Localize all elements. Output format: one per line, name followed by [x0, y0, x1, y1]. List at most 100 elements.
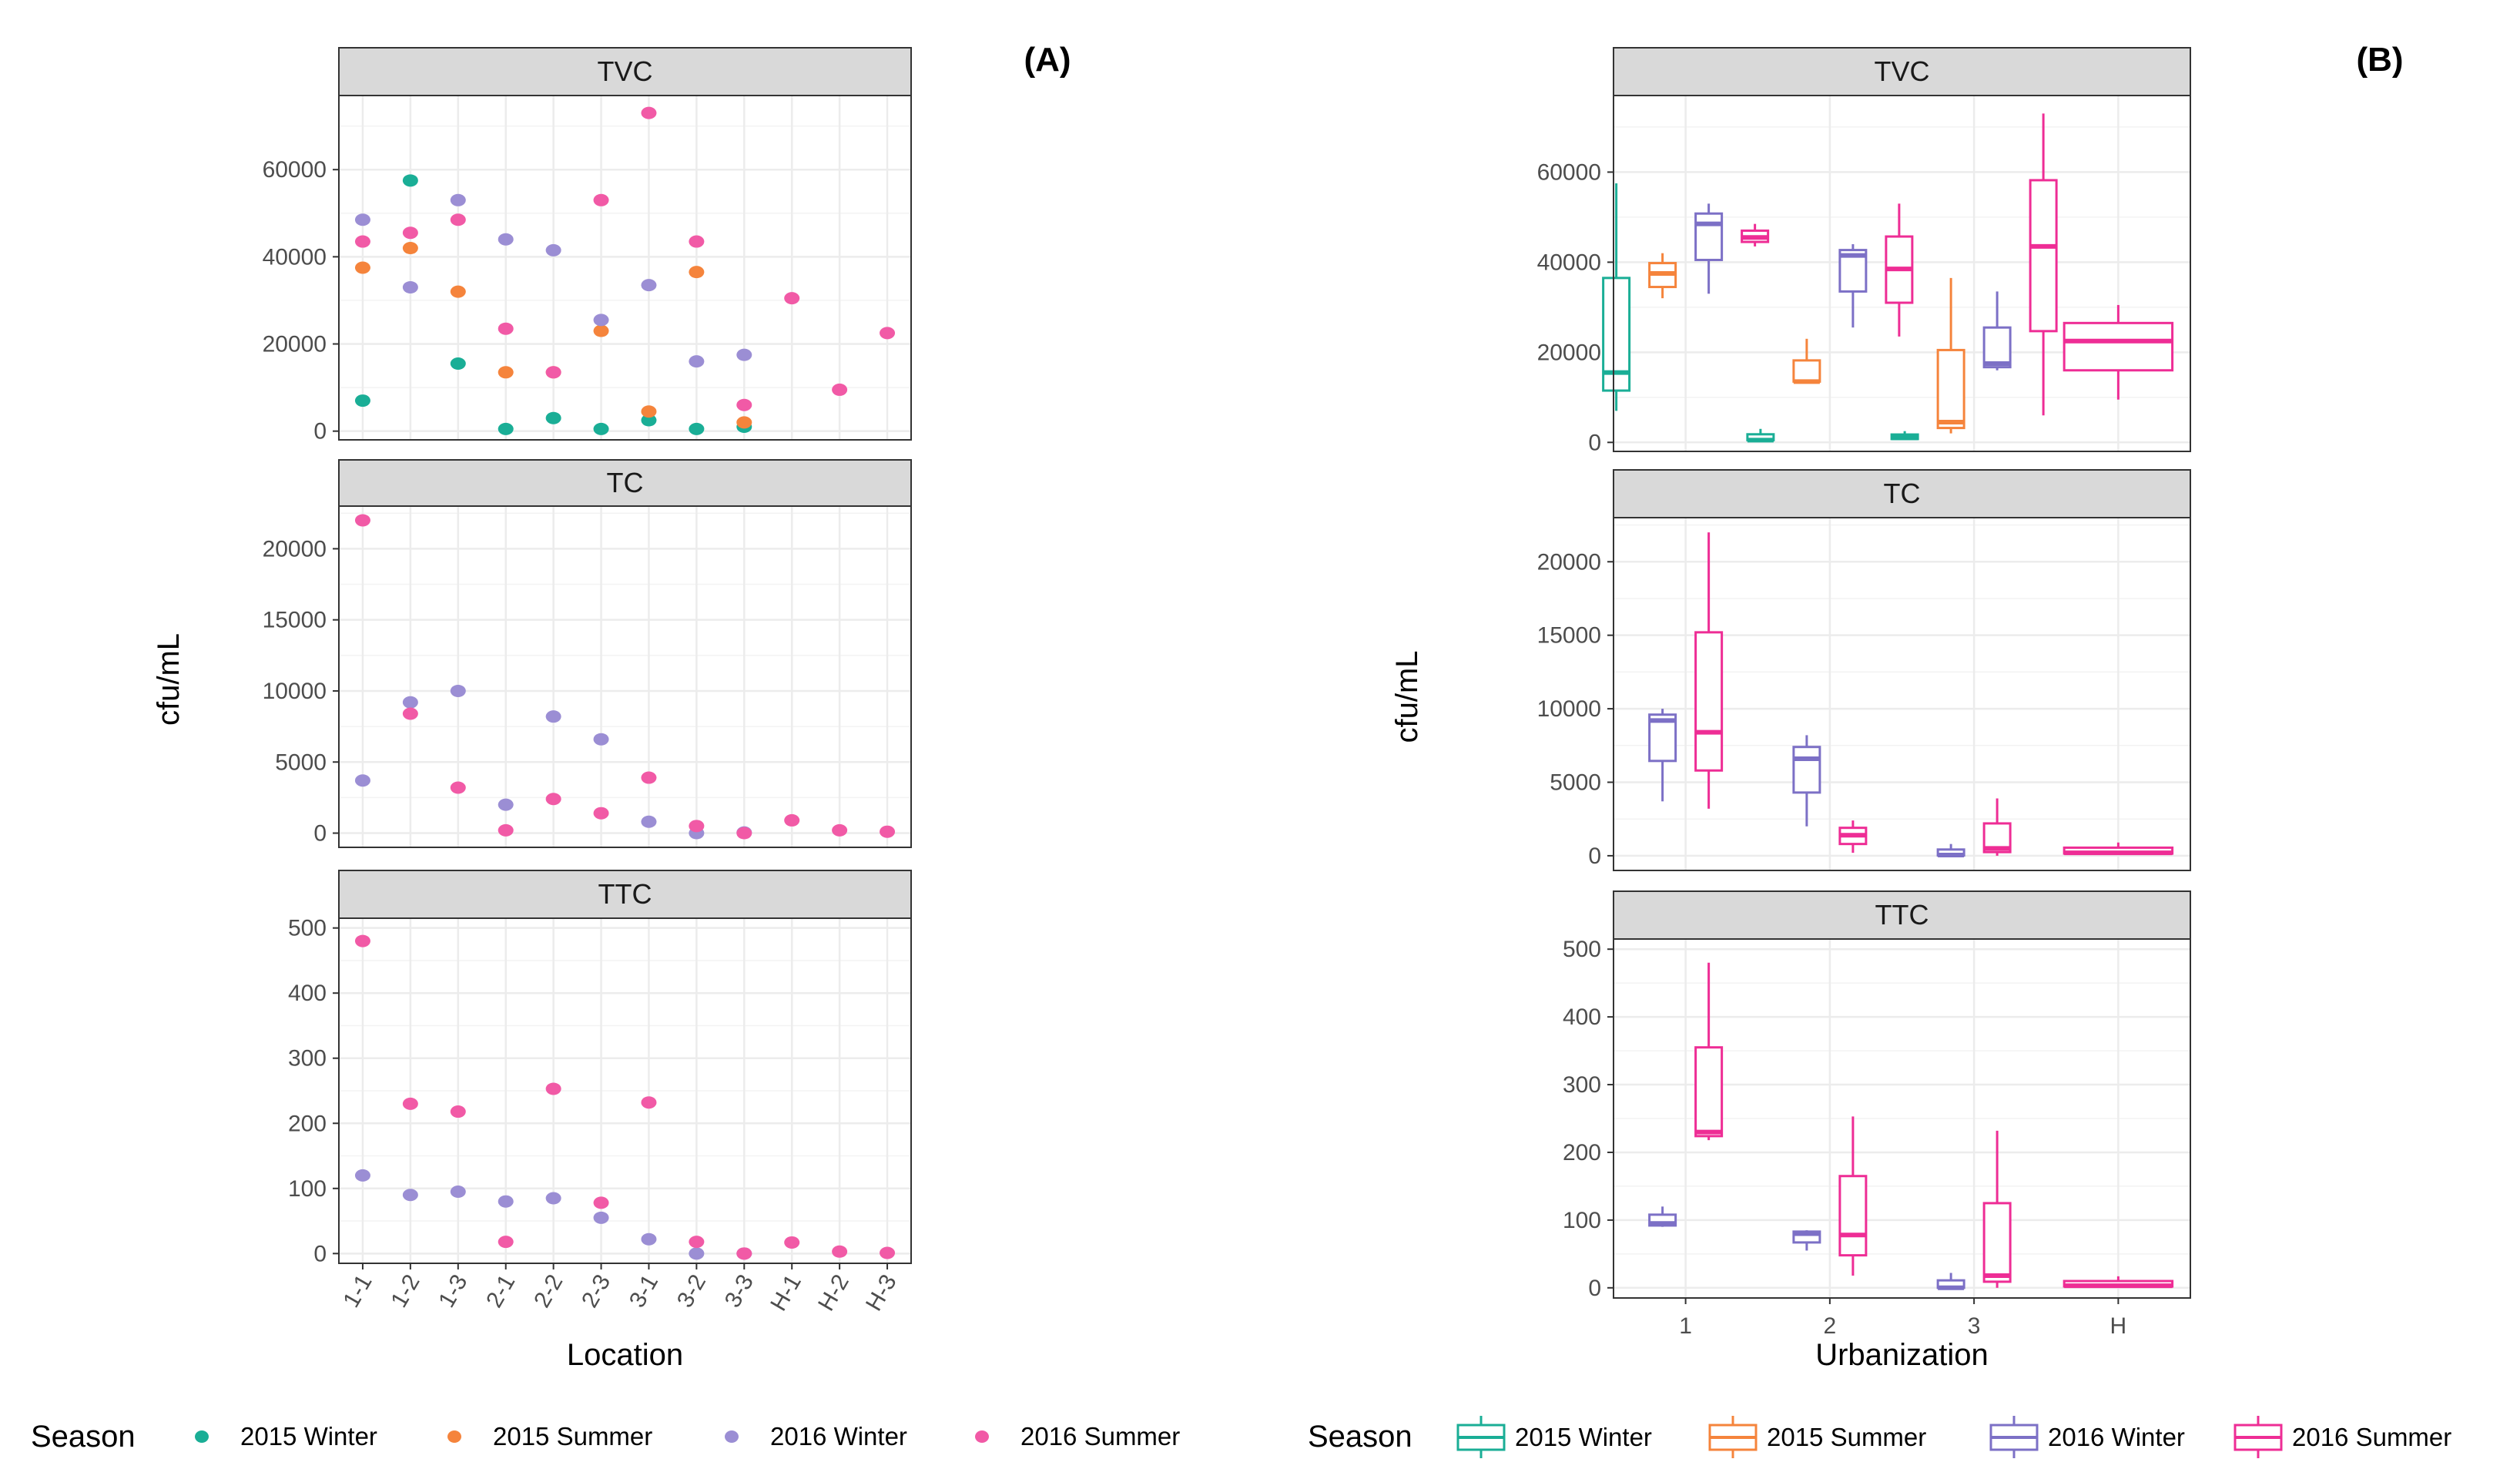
data-point: [593, 193, 609, 206]
facet-strip-label: TTC: [598, 878, 652, 910]
scatter-panel-facet-tvc: TVC 0 20000 40000 60000: [263, 47, 912, 444]
data-point: [450, 357, 466, 370]
data-point: [689, 355, 705, 368]
x-tick-label: H-2: [813, 1270, 854, 1315]
data-point: [641, 414, 657, 427]
y-tick-label: 100: [1563, 1208, 1601, 1233]
data-point: [689, 820, 705, 833]
chart-0: (A)TVC0200004000060000TC0500010000150002…: [152, 41, 1071, 1372]
box: [1838, 1175, 1868, 1257]
panel-border: [1613, 517, 2191, 871]
y-tick-label: 20000: [263, 332, 327, 357]
data-point: [784, 292, 800, 305]
data-point: [545, 1082, 561, 1095]
facet-strip: [1613, 890, 2191, 940]
y-tick-label: 20000: [1537, 549, 1601, 575]
box: [1792, 746, 1821, 794]
y-tick-label: 300: [1563, 1072, 1601, 1098]
data-point: [689, 422, 705, 435]
y-tick-label: 200: [288, 1111, 327, 1136]
panel-label: (A): [1024, 41, 1071, 79]
data-point: [402, 1097, 418, 1110]
legend-label: 2015 Winter: [240, 1422, 377, 1450]
y-tick-label: 0: [313, 821, 327, 847]
data-point: [498, 1195, 514, 1208]
y-tick-label: 20000: [1537, 340, 1601, 365]
y-tick-label: 200: [1563, 1140, 1601, 1165]
data-point: [689, 266, 705, 279]
data-point: [450, 213, 466, 226]
data-point: [641, 771, 657, 784]
facet-strip-label: TVC: [598, 55, 653, 87]
y-tick-label: 5000: [1550, 770, 1601, 796]
y-tick-label: 10000: [263, 679, 327, 704]
legend-label: 2015 Winter: [1515, 1423, 1652, 1451]
data-point: [402, 280, 418, 293]
y-tick-label: 100: [288, 1176, 327, 1202]
data-point: [689, 235, 705, 248]
chart-1: (B)TVC0200004000060000TC0500010000150002…: [1390, 41, 2404, 1372]
data-point: [641, 1096, 657, 1109]
x-axis-title: Location: [567, 1338, 683, 1372]
y-tick-label: 15000: [263, 608, 327, 633]
y-tick-label: 0: [1588, 430, 1601, 455]
y-tick-label: 40000: [263, 244, 327, 270]
data-point: [450, 1105, 466, 1118]
data-point: [736, 416, 752, 429]
data-point: [354, 774, 370, 787]
data-point: [498, 823, 514, 837]
data-point: [450, 684, 466, 697]
facet-strip: [1613, 47, 2191, 96]
data-point: [593, 1196, 609, 1209]
data-point: [450, 1186, 466, 1199]
x-tick-label: 3-3: [720, 1270, 759, 1312]
boxplot-panel-facet-tc: TC 0 5000 10000 15000 20000: [1537, 469, 2191, 871]
data-point: [545, 411, 561, 424]
boxplot-panel-facet-tvc: TVC 0 20000 40000 60000: [1537, 47, 2191, 455]
y-tick-label: 400: [288, 981, 327, 1006]
data-point: [641, 106, 657, 119]
facet-strip: [338, 47, 912, 96]
y-tick-label: 60000: [1537, 159, 1601, 185]
panel-border: [1613, 938, 2191, 1299]
data-point: [450, 781, 466, 794]
y-tick-label: 10000: [1537, 696, 1601, 722]
data-point: [498, 322, 514, 335]
facet-strip-label: TTC: [1875, 899, 1929, 931]
data-point: [354, 1169, 370, 1182]
legend-label: 2015 Summer: [493, 1422, 652, 1450]
data-point: [832, 823, 848, 837]
y-tick-label: 0: [313, 419, 327, 444]
data-point: [593, 1211, 609, 1224]
box: [1694, 212, 1724, 261]
x-tick-label: 2: [1824, 1313, 1837, 1339]
x-tick-label: H: [2110, 1313, 2127, 1339]
x-tick-label: 2-2: [529, 1270, 568, 1312]
data-point: [354, 261, 370, 274]
panel-border: [338, 917, 912, 1264]
data-point: [832, 383, 848, 396]
data-point: [354, 235, 370, 248]
y-tick-label: 500: [1563, 937, 1601, 962]
data-point: [498, 366, 514, 379]
x-tick-label: 1-2: [386, 1270, 424, 1312]
data-point: [689, 1247, 705, 1260]
data-point: [402, 707, 418, 720]
data-point: [641, 405, 657, 418]
x-tick-label: 1: [1679, 1313, 1692, 1339]
box: [2063, 321, 2174, 372]
data-point: [593, 324, 609, 337]
legend-scatter: Season 2015 Winter 2015 Summer 2016 Winter 2…: [31, 1420, 1180, 1454]
x-tick-label: H-3: [861, 1270, 902, 1315]
y-tick-label: 5000: [275, 750, 327, 775]
data-point: [402, 226, 418, 240]
legend-title: Season: [31, 1420, 136, 1454]
legend-label: 2016 Winter: [770, 1422, 907, 1450]
data-point: [784, 813, 800, 827]
data-point: [402, 1189, 418, 1202]
data-point: [880, 825, 896, 838]
data-point: [354, 213, 370, 226]
y-tick-label: 400: [1563, 1004, 1601, 1030]
data-point: [545, 793, 561, 806]
